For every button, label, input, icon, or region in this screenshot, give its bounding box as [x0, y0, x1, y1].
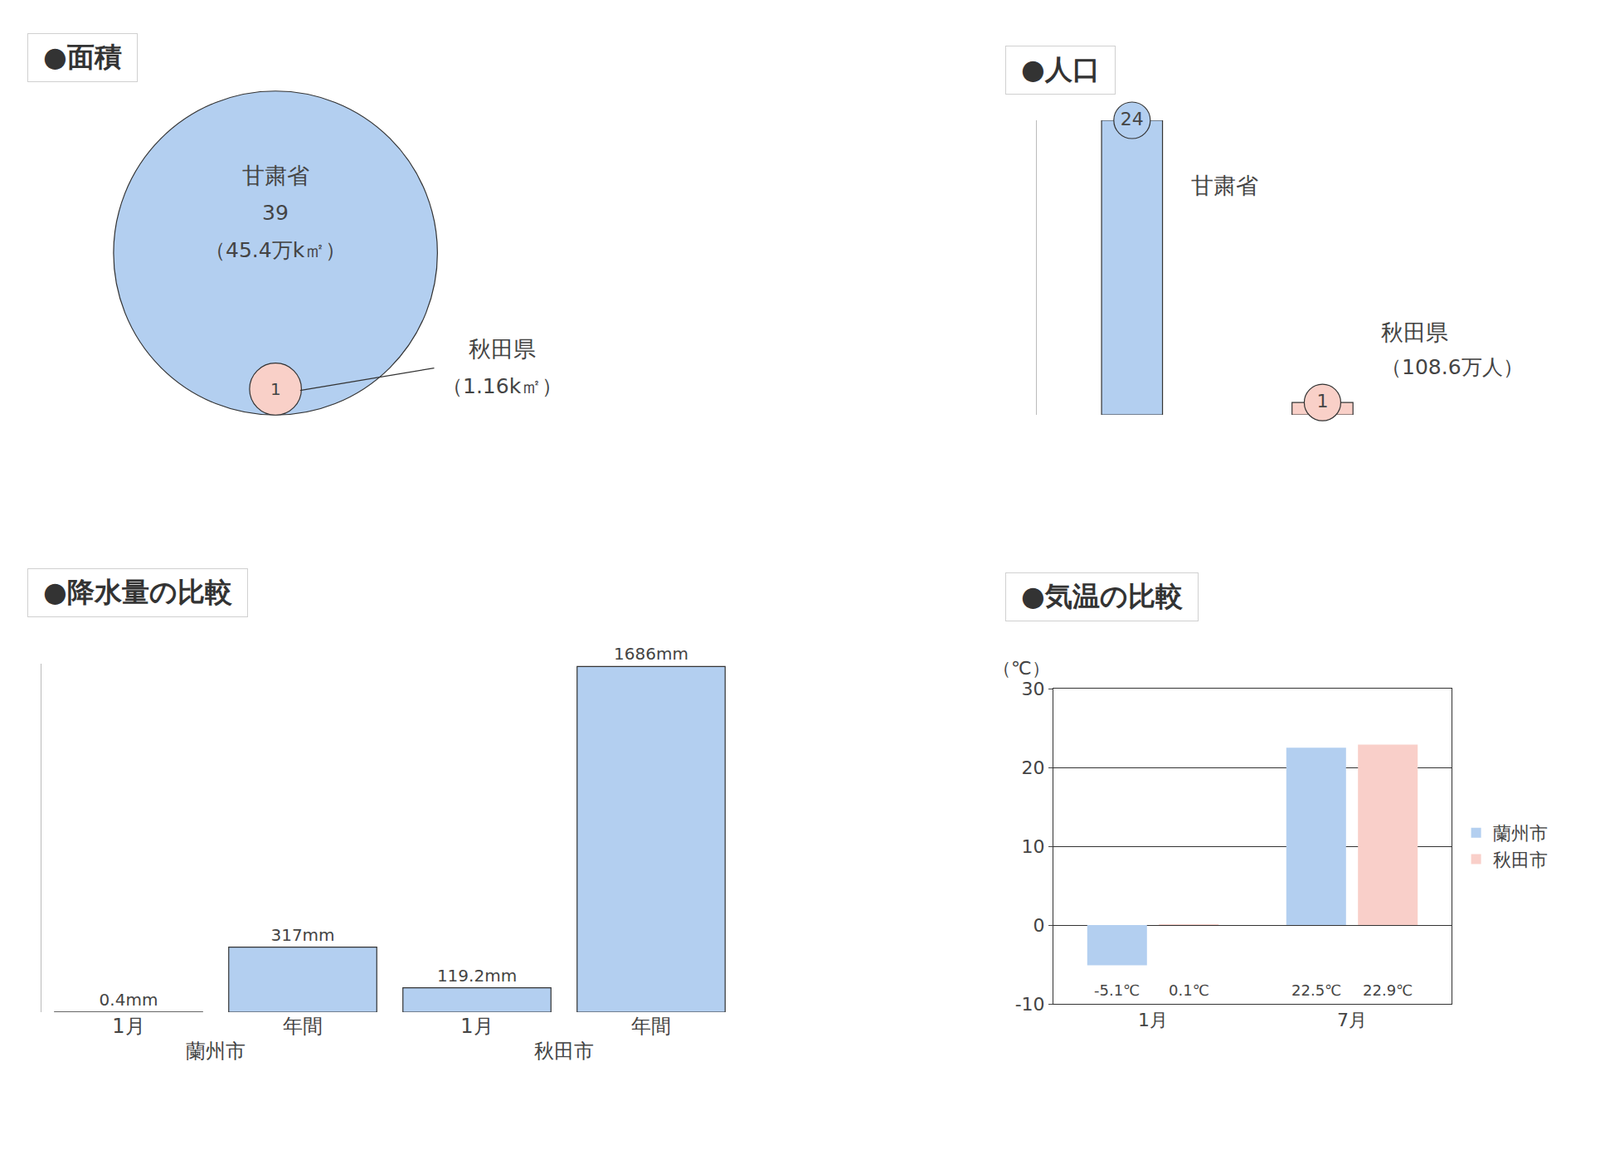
svg-text:蘭州市: 蘭州市 [1493, 822, 1548, 844]
svg-text:1月: 1月 [460, 1014, 493, 1038]
svg-text:（108.6万人）: （108.6万人） [1381, 355, 1524, 380]
html-text:●人口: ●人口 [1021, 53, 1100, 86]
svg-text:甘粛省: 甘粛省 [242, 162, 310, 189]
svg-text:0.4mm: 0.4mm [99, 989, 159, 1010]
svg-text:20: 20 [1021, 757, 1046, 779]
svg-text:10: 10 [1021, 836, 1046, 857]
svg-text:1686mm: 1686mm [613, 643, 689, 664]
svg-text:甘粛省: 甘粛省 [1191, 172, 1259, 199]
svg-text:（45.4万k㎡）: （45.4万k㎡） [204, 238, 346, 263]
svg-text:24: 24 [1120, 108, 1144, 130]
html-text:●降水量の比較: ●降水量の比較 [43, 575, 233, 608]
svg-text:秋田市: 秋田市 [1493, 849, 1548, 871]
svg-text:蘭州市: 蘭州市 [185, 1039, 246, 1063]
svg-text:-10: -10 [1015, 993, 1046, 1015]
svg-text:1月: 1月 [1137, 1009, 1168, 1031]
svg-text:0.1℃: 0.1℃ [1168, 981, 1210, 999]
svg-text:30: 30 [1021, 678, 1046, 700]
svg-text:22.5℃: 22.5℃ [1291, 981, 1342, 999]
svg-text:7月: 7月 [1337, 1009, 1367, 1031]
svg-text:1: 1 [1316, 390, 1328, 412]
html-text:●気温の比較: ●気温の比較 [1021, 579, 1183, 613]
svg-text:1月: 1月 [111, 1014, 145, 1038]
html-text:●面積: ●面積 [43, 40, 122, 73]
svg-text:秋田県: 秋田県 [1381, 319, 1449, 346]
svg-text:1: 1 [270, 379, 282, 399]
svg-text:39: 39 [262, 200, 289, 225]
svg-text:22.9℃: 22.9℃ [1362, 981, 1413, 999]
svg-text:317mm: 317mm [270, 924, 335, 945]
svg-text:秋田市: 秋田市 [534, 1039, 594, 1063]
svg-text:0: 0 [1033, 914, 1046, 936]
svg-text:-5.1℃: -5.1℃ [1094, 981, 1140, 999]
svg-text:（℃）: （℃） [992, 657, 1051, 679]
svg-text:年間: 年間 [282, 1014, 323, 1038]
svg-text:秋田県: 秋田県 [468, 335, 536, 362]
svg-text:119.2mm: 119.2mm [437, 965, 517, 986]
svg-text:年間: 年間 [631, 1014, 672, 1038]
svg-text:（1.16k㎡）: （1.16k㎡） [442, 374, 563, 399]
